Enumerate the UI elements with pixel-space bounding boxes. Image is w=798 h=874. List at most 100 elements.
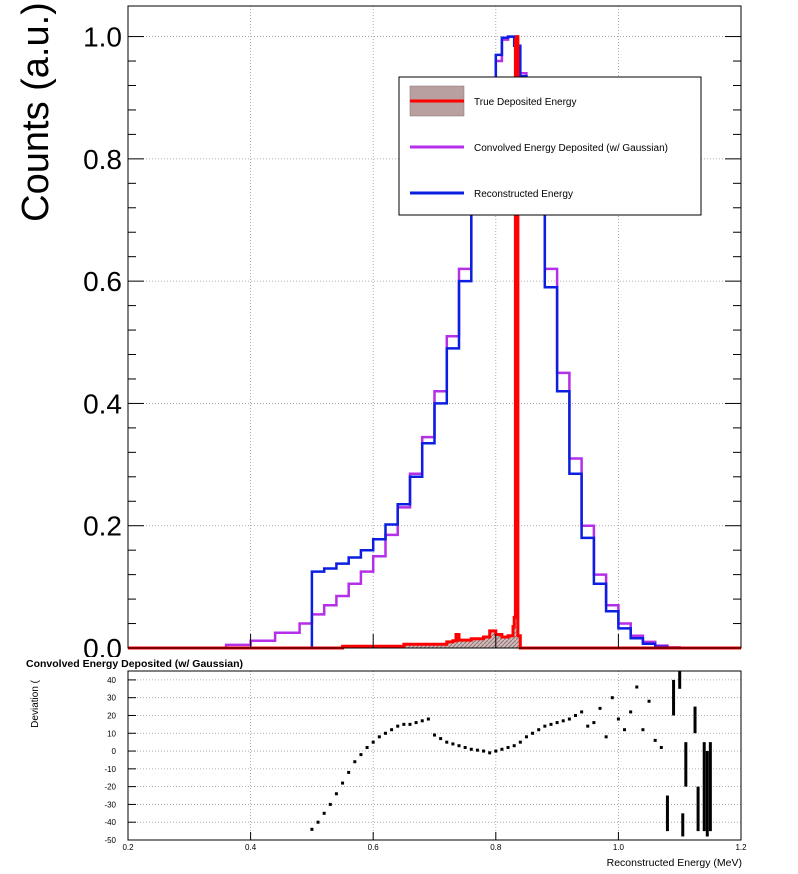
deviation-plot-points — [310, 671, 712, 837]
deviation-point — [537, 728, 541, 732]
deviation-point — [641, 728, 645, 732]
deviation-point — [451, 742, 455, 746]
deviation-y-tick-label: -30 — [104, 800, 116, 809]
main-plot-y-tick-label: 0.2 — [83, 511, 122, 542]
deviation-point — [347, 770, 351, 774]
deviation-y-tick-label: -50 — [104, 836, 116, 845]
deviation-point — [512, 744, 516, 748]
deviation-point — [353, 760, 357, 764]
deviation-x-tick-label: 1.0 — [613, 843, 625, 852]
deviation-point — [310, 827, 314, 831]
deviation-point — [420, 719, 424, 723]
deviation-point — [396, 724, 400, 728]
deviation-plot-y-axis-label: Deviation ( — [30, 679, 41, 727]
main-plot: 0.00.20.40.60.81.0 Counts (a.u.) True De… — [15, 2, 742, 664]
deviation-point — [604, 735, 608, 739]
deviation-y-tick-label: 10 — [107, 729, 116, 738]
main-plot-frame — [127, 5, 742, 649]
deviation-point — [383, 731, 387, 735]
deviation-point — [543, 724, 547, 728]
deviation-y-tick-label: -20 — [104, 783, 116, 792]
deviation-point — [580, 710, 584, 714]
deviation-point — [653, 738, 657, 742]
deviation-point — [322, 811, 326, 815]
deviation-point — [334, 792, 338, 796]
deviation-x-tick-label: 0.2 — [122, 843, 134, 852]
deviation-point — [561, 719, 565, 723]
deviation-point — [402, 722, 406, 726]
deviation-x-tick-label: 0.8 — [490, 843, 502, 852]
deviation-plot-title: Convolved Energy Deposited (w/ Gaussian) — [26, 658, 243, 670]
deviation-point — [377, 735, 381, 739]
legend-entry-reconstructed-energy: Reconstructed Energy — [410, 189, 573, 200]
deviation-point — [457, 744, 461, 748]
deviation-point — [414, 721, 418, 725]
true-deposited-energy-line — [128, 35, 741, 650]
deviation-y-tick-label: 0 — [112, 747, 117, 756]
deviation-point — [445, 740, 449, 744]
main-plot-y-tick-label: 0.8 — [83, 144, 122, 175]
deviation-point — [500, 747, 504, 751]
deviation-point — [573, 713, 577, 717]
deviation-point — [341, 781, 345, 785]
legend-entry-true-deposited-energy: True Deposited Energy — [409, 85, 576, 117]
deviation-plot: -50 -40 -30 -20 -10 0 10 20 30 40 0.2 0.4 0.6 0.8 1.0… — [22, 657, 747, 869]
legend: True Deposited Energy Convolved Energy D… — [398, 76, 702, 216]
deviation-point — [598, 706, 602, 710]
deviation-point — [610, 696, 614, 700]
deviation-y-tick-label: -40 — [104, 818, 116, 827]
deviation-point — [494, 749, 498, 753]
deviation-point — [506, 745, 510, 749]
deviation-point — [426, 717, 430, 721]
deviation-point — [488, 751, 492, 755]
deviation-point — [635, 685, 639, 689]
deviation-y-tick-label: 40 — [107, 676, 116, 685]
deviation-plot-x-axis-label: Reconstructed Energy (MeV) — [607, 857, 742, 869]
deviation-x-tick-label: 0.4 — [245, 843, 257, 852]
main-plot-y-axis-label: Counts (a.u.) — [15, 2, 57, 222]
main-plot-y-tick-label: 1.0 — [83, 22, 122, 53]
deviation-y-tick-label: 20 — [107, 711, 116, 720]
deviation-point — [328, 802, 332, 806]
deviation-point — [592, 721, 596, 725]
deviation-plot-frame — [127, 670, 742, 841]
deviation-point — [659, 745, 663, 749]
deviation-point — [371, 740, 375, 744]
deviation-point — [518, 740, 522, 744]
deviation-point — [616, 717, 620, 721]
reconstructed-energy-line — [128, 35, 741, 650]
deviation-x-tick-label: 0.6 — [368, 843, 380, 852]
deviation-point — [463, 745, 467, 749]
deviation-point — [359, 753, 363, 757]
deviation-point — [531, 731, 535, 735]
deviation-point — [390, 728, 394, 732]
deviation-y-tick-label: -10 — [104, 765, 116, 774]
deviation-plot-y-ticks: -50 -40 -30 -20 -10 0 10 20 30 40 — [104, 676, 136, 845]
legend-label-true-deposited-energy: True Deposited Energy — [474, 97, 576, 108]
main-plot-y-tick-label: 0.4 — [83, 388, 122, 419]
deviation-point — [586, 724, 590, 728]
deviation-plot-grid — [127, 671, 742, 841]
deviation-x-tick-label: 1.2 — [735, 843, 747, 852]
deviation-point — [555, 721, 559, 725]
deviation-plot-x-ticks: 0.2 0.4 0.6 0.8 1.0 1.2 — [122, 832, 747, 852]
deviation-title-background — [22, 657, 292, 670]
deviation-point — [567, 717, 571, 721]
legend-label-convolved-energy: Convolved Energy Deposited (w/ Gaussian) — [474, 143, 668, 154]
deviation-point — [439, 737, 443, 741]
deviation-point — [629, 710, 633, 714]
deviation-point — [469, 747, 473, 751]
deviation-point — [316, 820, 320, 824]
deviation-y-tick-label: 30 — [107, 694, 116, 703]
deviation-point — [408, 722, 412, 726]
legend-label-reconstructed-energy: Reconstructed Energy — [474, 189, 573, 200]
deviation-point — [433, 733, 436, 737]
deviation-point — [549, 722, 553, 726]
deviation-point — [524, 735, 528, 739]
deviation-point — [365, 745, 369, 749]
deviation-point — [475, 748, 479, 752]
deviation-point — [623, 728, 627, 732]
deviation-point — [647, 699, 651, 703]
main-plot-y-tick-label: 0.6 — [83, 266, 122, 297]
deviation-point — [482, 749, 486, 753]
